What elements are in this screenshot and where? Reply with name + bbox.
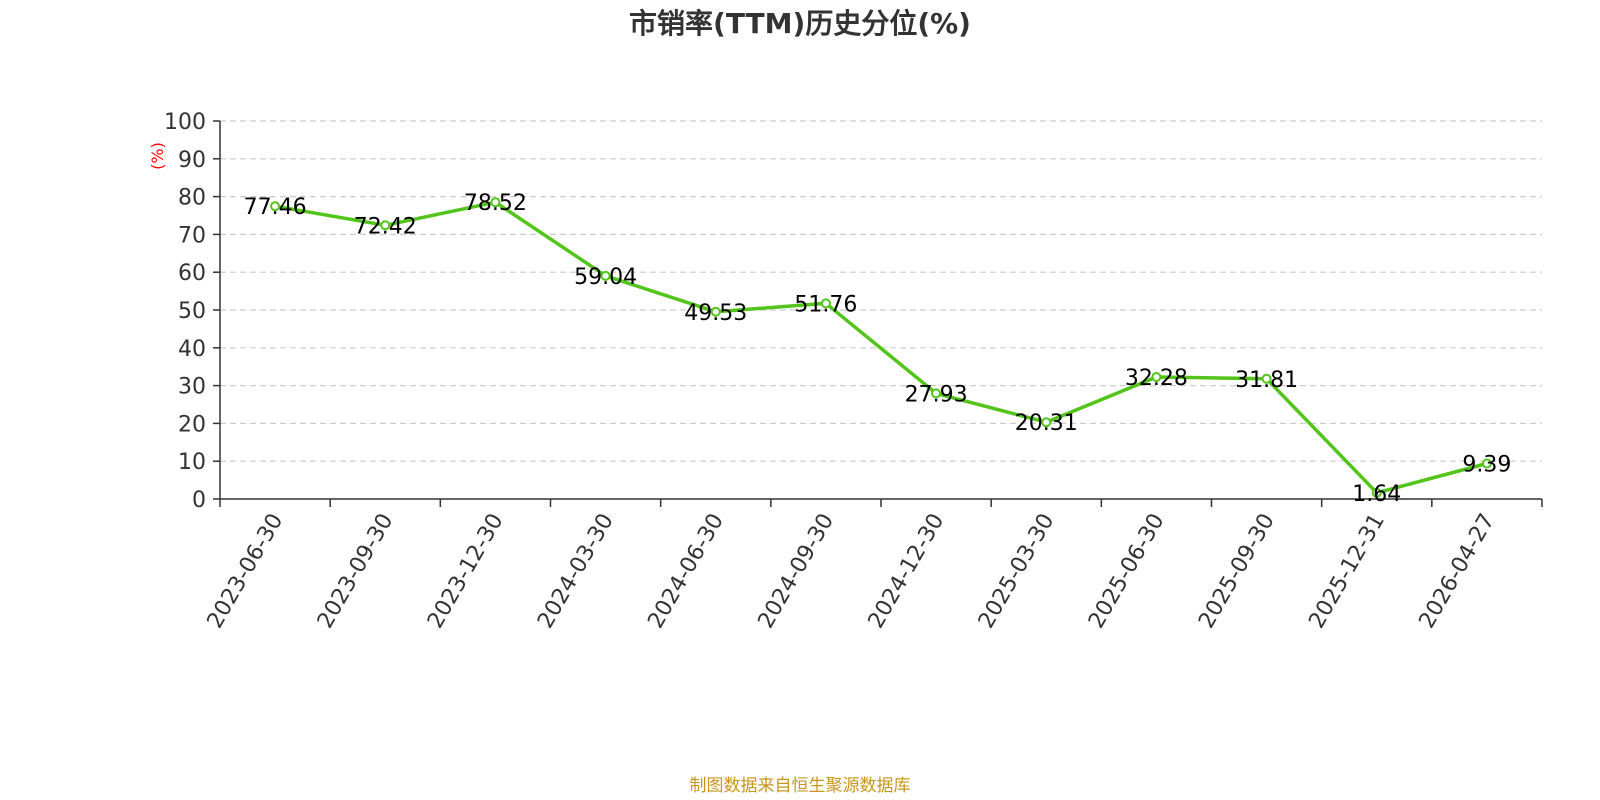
data-point-2024-06-30 [710,306,721,317]
y-tick-label-90: 90 [178,148,206,173]
series-line [274,200,1488,495]
data-label-2024-03-30: 59.04 [574,265,637,290]
data-label-2025-09-30: 31.81 [1235,368,1298,393]
x-tick-label-2025-06-30: 2025-06-30 [1084,510,1170,633]
y-tick-label-80: 80 [178,186,206,211]
source-note: 制图数据来自恒生聚源数据库 [690,776,911,796]
data-point-2025-06-30 [1151,371,1162,382]
data-label-2024-09-30: 51.76 [794,292,857,317]
data-label-2024-06-30: 49.53 [684,301,747,326]
x-tick-label-2026-04-27: 2026-04-27 [1415,510,1501,633]
x-tick-label-2025-12-31: 2025-12-31 [1304,510,1390,633]
data-point-2025-09-30 [1261,373,1272,384]
y-tick-labels: 0 10 20 30 40 50 60 70 80 90 100 [164,110,206,513]
data-point-2023-06-30 [270,201,281,212]
y-tick-label-40: 40 [178,337,206,362]
x-tick-label-2023-09-30: 2023-09-30 [313,510,399,633]
x-tick-label-2024-03-30: 2024-03-30 [533,510,619,633]
y-tick-label-20: 20 [178,412,206,437]
y-tick-label-70: 70 [178,223,206,248]
y-tick-label-100: 100 [164,110,206,135]
data-point-2025-03-30 [1041,417,1052,428]
x-tick-label-2024-12-30: 2024-12-30 [864,510,950,633]
data-label-2025-03-30: 20.31 [1015,411,1078,436]
data-label-2025-06-30: 32.28 [1125,366,1188,391]
data-label-2024-12-30: 27.93 [905,382,968,407]
x-tick-label-2023-12-30: 2023-12-30 [423,510,509,633]
y-axis-label: (%) [148,142,167,170]
data-point-2024-09-30 [820,298,831,309]
data-point-2025-12-31 [1371,487,1382,498]
x-tick-label-2025-03-30: 2025-03-30 [974,510,1060,633]
chart-title: 市销率(TTM)历史分位(%) [629,7,971,40]
grid-lines [220,120,1542,462]
x-tick-label-2023-06-30: 2023-06-30 [203,510,289,633]
y-tick-label-30: 30 [178,375,206,400]
data-label-2023-12-30: 78.52 [464,191,527,216]
y-tick-label-50: 50 [178,299,206,324]
data-point-2023-12-30 [490,197,501,208]
data-label-2026-04-27: 9.39 [1462,453,1511,478]
data-label-2025-12-31: 1.64 [1352,482,1401,507]
data-labels: 77.46 72.42 78.52 59.04 49.53 51.76 27.93 20.31… [244,191,1512,507]
series-line-group [270,197,1492,498]
data-label-2023-06-30: 77.46 [244,195,307,220]
data-point-2023-09-30 [380,220,391,231]
data-label-2023-09-30: 72.42 [354,214,417,239]
y-tick-label-60: 60 [178,261,206,286]
x-tick-labels: 2023-06-30 2023-09-30 2023-12-30 2024-03-30… [203,510,1500,633]
data-point-2024-12-30 [931,388,942,399]
y-tick-label-10: 10 [178,450,206,475]
y-tick-label-0: 0 [192,488,206,513]
x-tick-label-2025-09-30: 2025-09-30 [1194,510,1280,633]
x-tick-label-2024-06-30: 2024-06-30 [643,510,729,633]
x-tick-label-2024-09-30: 2024-09-30 [754,510,840,633]
axes [213,120,1543,507]
data-point-2024-03-30 [600,270,611,281]
data-point-2026-04-27 [1481,458,1492,469]
